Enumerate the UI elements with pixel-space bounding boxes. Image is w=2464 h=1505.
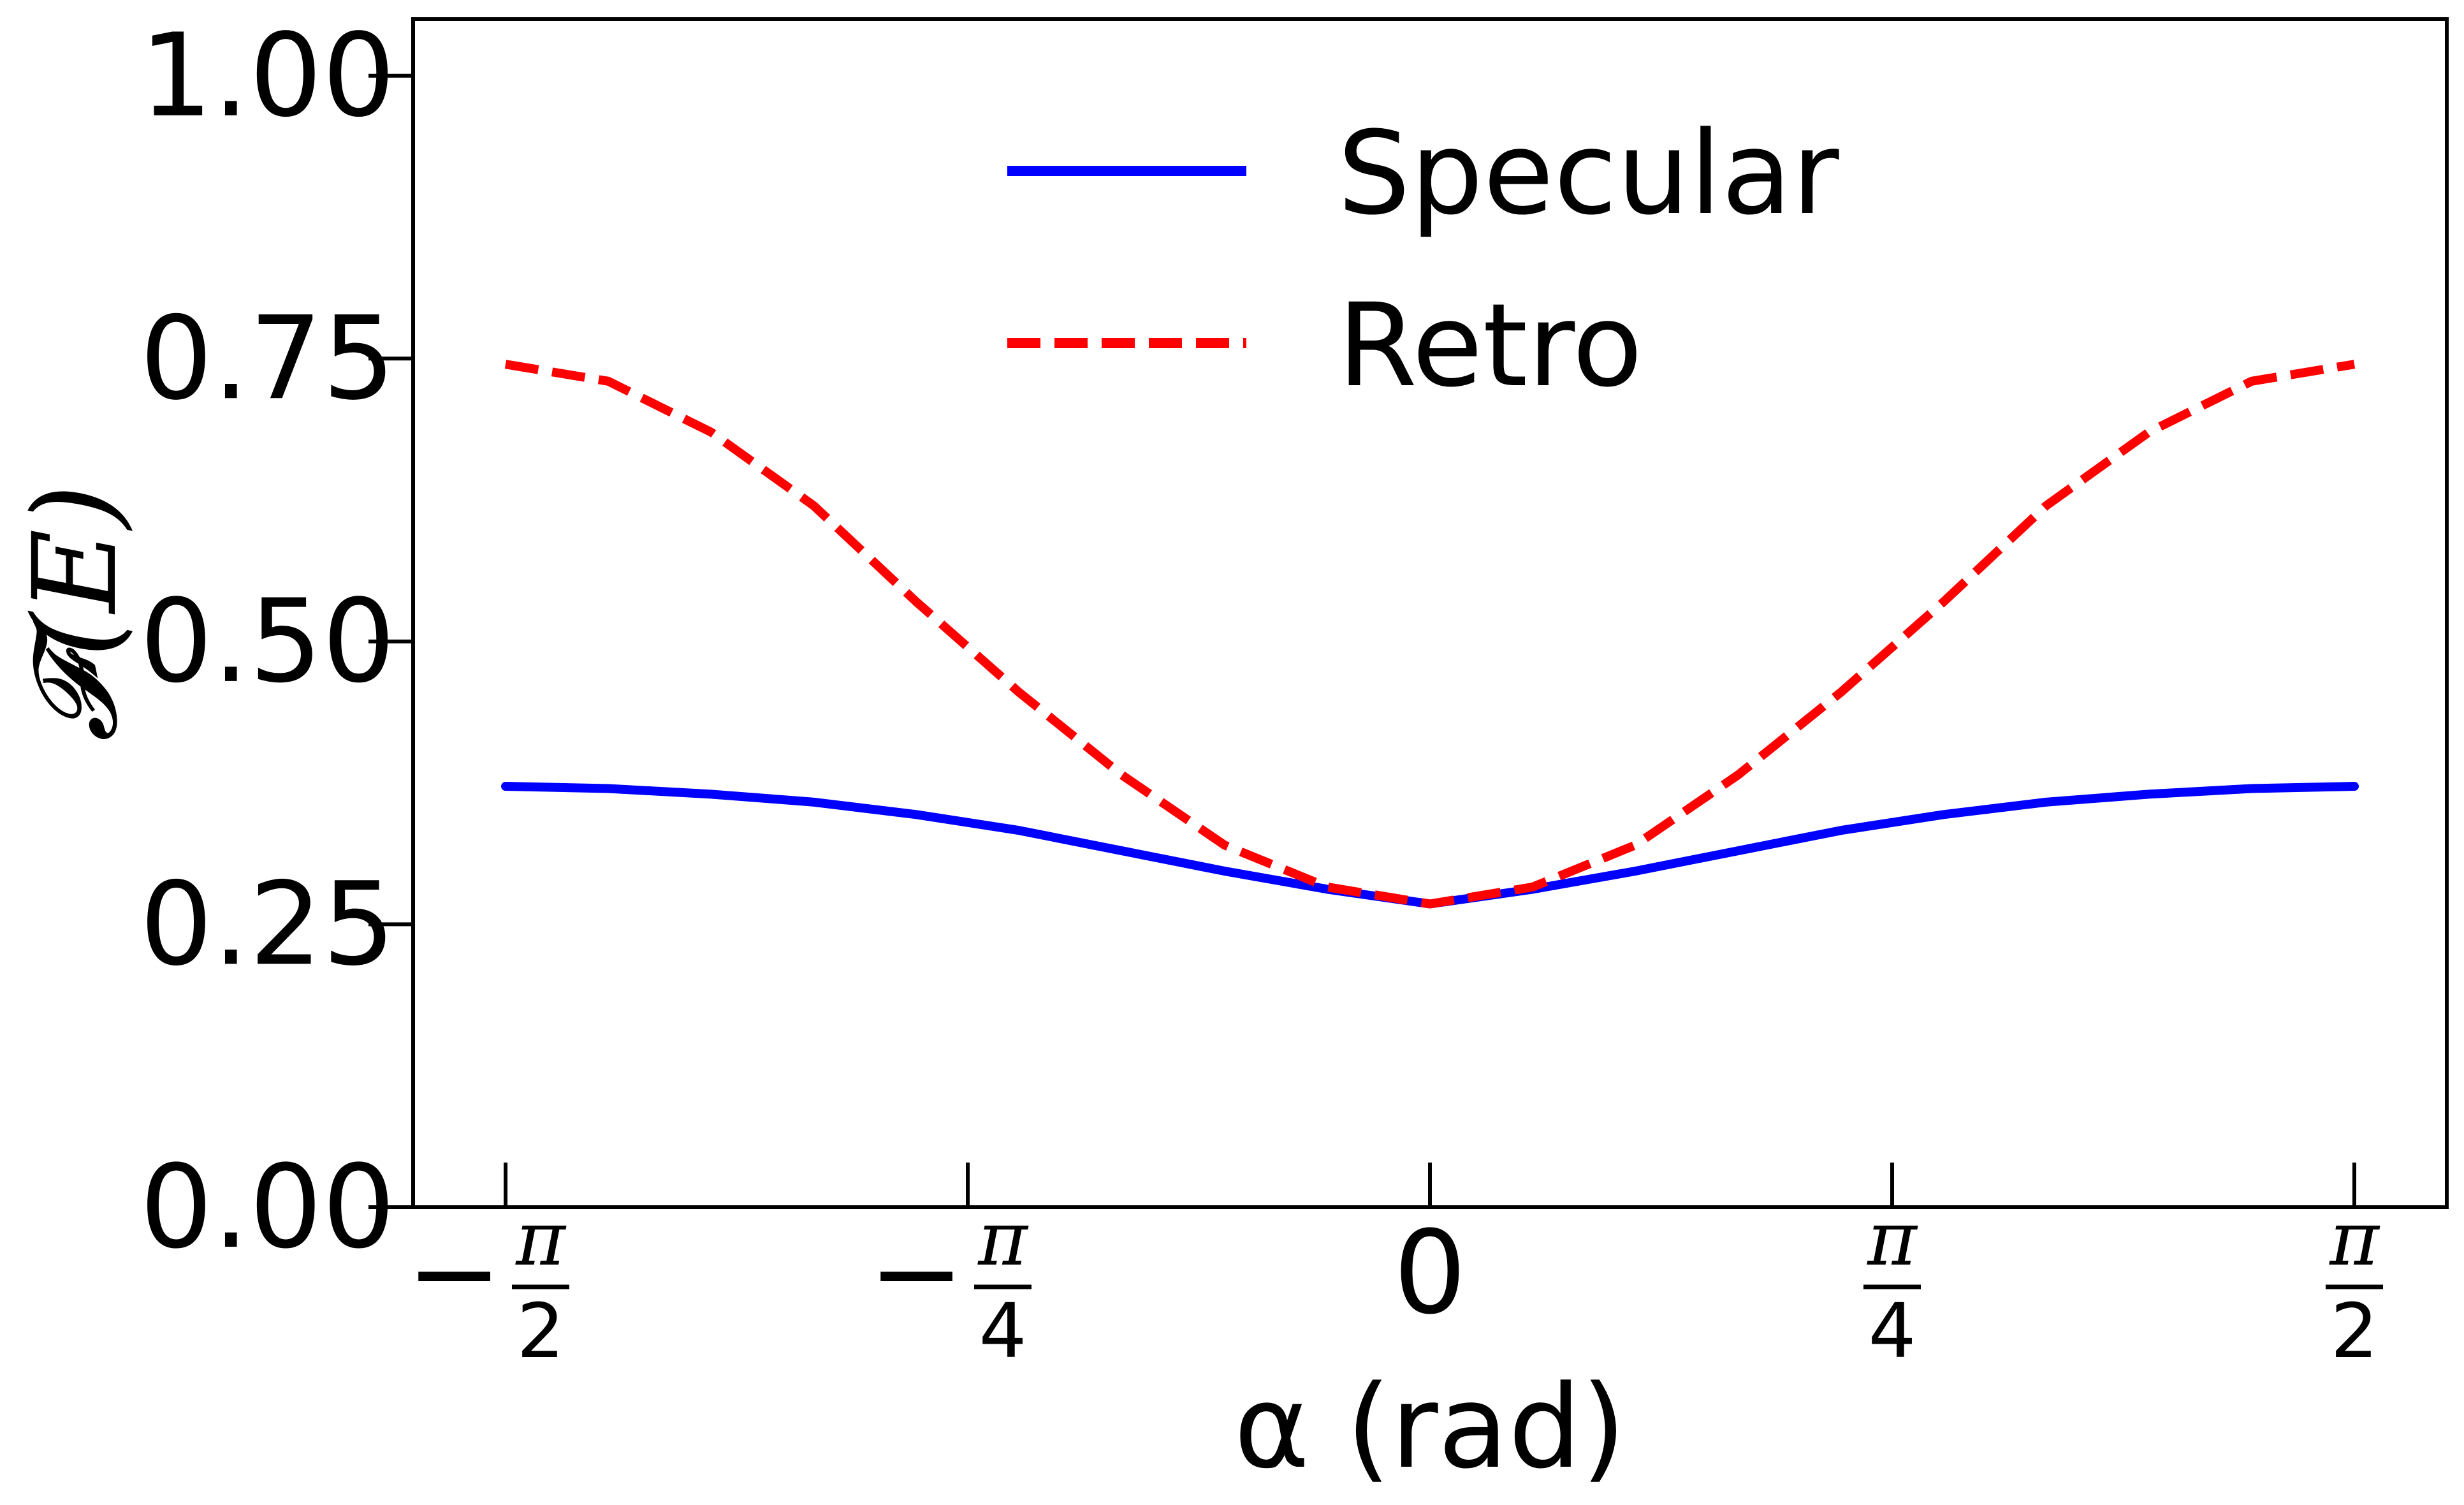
x-tick-numerator: π — [1866, 1194, 1918, 1282]
y-tick-label: 0.25 — [140, 858, 395, 991]
x-tick-numerator: π — [2328, 1194, 2380, 1282]
x-tick-sign: − — [868, 1207, 965, 1340]
series-line-retro — [504, 360, 2356, 909]
legend: Specular Retro — [1007, 107, 1839, 413]
y-tick-label: 0.00 — [140, 1141, 395, 1274]
x-tick-denominator: 2 — [516, 1287, 564, 1375]
series-layer — [501, 360, 2359, 909]
x-tick-label: π4 — [1863, 1194, 1921, 1375]
y-tick-label: 0.75 — [140, 292, 395, 425]
x-tick-label: − π4 — [868, 1194, 1032, 1375]
y-tick-label: 0.50 — [140, 575, 395, 708]
x-tick-sign: − — [406, 1207, 502, 1340]
x-tick-label: 0 — [1394, 1207, 1467, 1340]
x-tick-numerator: π — [514, 1194, 567, 1282]
x-tick-denominator: 4 — [979, 1287, 1026, 1375]
x-tick-label: π2 — [2325, 1194, 2383, 1375]
x-tick-label: − π2 — [406, 1194, 570, 1375]
y-axis-title: 𝓕(E) — [9, 484, 142, 742]
y-tick-label: 1.00 — [140, 10, 395, 143]
x-tick-denominator: 2 — [2330, 1287, 2378, 1375]
legend-label-retro: Retro — [1338, 279, 1642, 413]
x-tick-label-text: 0 — [1394, 1207, 1467, 1340]
y-axis: 0.00 0.25 0.50 0.75 1.00 — [140, 10, 413, 1274]
x-tick-numerator: π — [977, 1194, 1029, 1282]
legend-label-specular: Specular — [1338, 107, 1839, 240]
x-axis-title: α (rad) — [1234, 1361, 1626, 1494]
x-tick-denominator: 4 — [1868, 1287, 1916, 1375]
